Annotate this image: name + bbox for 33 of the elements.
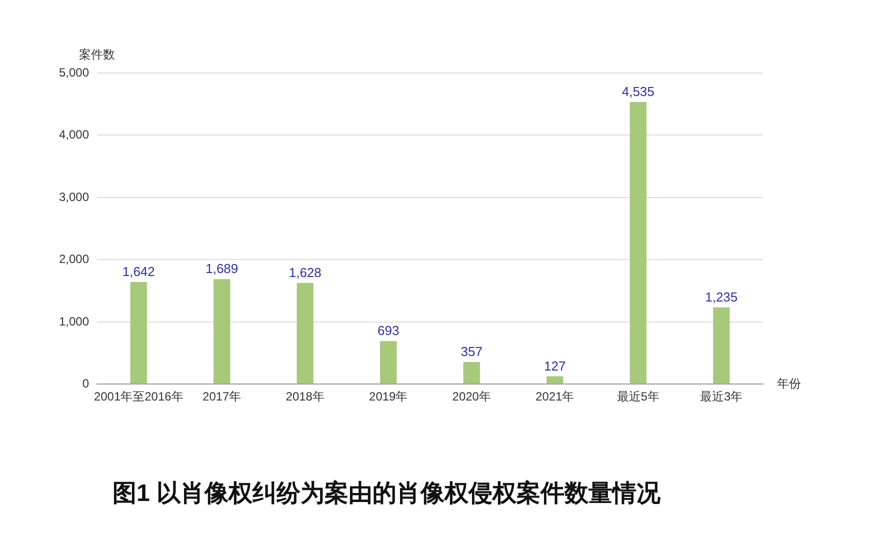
bar xyxy=(713,307,730,384)
y-axis-title: 案件数 xyxy=(79,47,115,62)
data-label: 693 xyxy=(378,323,400,338)
y-tick-label: 1,000 xyxy=(58,314,90,328)
x-tick-label: 最近3年 xyxy=(700,390,743,404)
x-tick-label: 2018年 xyxy=(286,390,324,404)
data-label: 1,689 xyxy=(206,261,238,276)
x-tick-label: 2017年 xyxy=(202,390,242,404)
data-label: 1,628 xyxy=(288,264,322,280)
x-tick-label: 最近5年 xyxy=(616,390,660,404)
bar xyxy=(296,282,314,384)
data-label: 357 xyxy=(460,344,482,360)
data-label: 127 xyxy=(544,358,566,374)
x-axis-title: 年份 xyxy=(777,376,801,391)
x-tick-label: 2021年 xyxy=(536,390,574,404)
y-tick-label: 0 xyxy=(82,376,90,391)
data-label: 1,642 xyxy=(122,264,155,280)
bar xyxy=(130,282,147,384)
y-tick-label: 4,000 xyxy=(58,128,90,142)
text: 图1 以肖像权纠纷为案由的肖像权侵权案件数量情况 xyxy=(112,479,662,508)
x-tick-label: 2019年 xyxy=(369,390,408,404)
bar xyxy=(380,341,397,384)
bar xyxy=(214,279,230,384)
bar xyxy=(463,362,480,384)
data-label: 4,535 xyxy=(622,84,654,100)
data-label: 1,235 xyxy=(705,289,738,304)
y-tick-label: 3,000 xyxy=(58,190,90,204)
bar xyxy=(630,102,646,384)
y-tick-label: 2,000 xyxy=(58,252,90,266)
bar xyxy=(546,376,564,384)
y-tick-label: 5,000 xyxy=(58,65,90,80)
x-tick-label: 2001年至2016年 xyxy=(94,390,184,404)
x-tick-label: 2020年 xyxy=(452,390,491,404)
